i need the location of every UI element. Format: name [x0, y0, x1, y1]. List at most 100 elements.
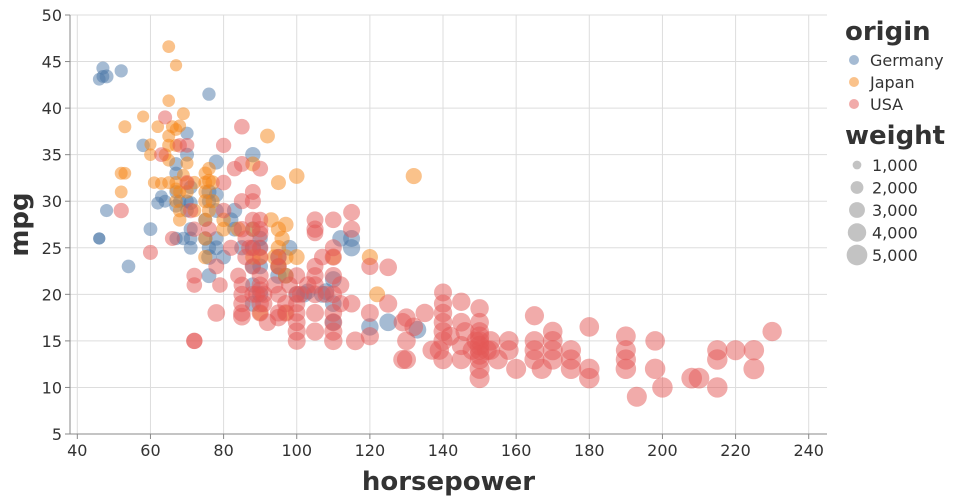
data-point-usa — [251, 267, 269, 285]
x-tick-label: 180 — [574, 441, 605, 460]
data-point-japan — [114, 185, 128, 199]
y-axis-title: mpg — [5, 192, 35, 256]
data-point-usa — [404, 317, 424, 337]
data-point-usa — [306, 224, 324, 242]
y-tick-label: 50 — [42, 6, 62, 25]
data-point-japan — [162, 40, 176, 54]
data-point-usa — [524, 306, 545, 326]
data-point-usa — [317, 285, 335, 303]
data-point-usa — [524, 331, 545, 351]
y-tick-label: 25 — [42, 239, 62, 258]
data-point-usa — [306, 303, 324, 322]
data-point-usa — [222, 239, 239, 256]
x-tick-label: 220 — [720, 441, 751, 460]
data-point-usa — [251, 225, 269, 243]
data-point-japan — [151, 120, 165, 134]
data-point-usa — [186, 332, 203, 350]
x-tick-label: 100 — [281, 441, 312, 460]
data-point-usa — [234, 118, 250, 135]
data-point-germany — [99, 203, 114, 218]
color-legend-title: origin — [845, 17, 931, 47]
x-tick-label: 80 — [213, 441, 233, 460]
y-tick-label: 35 — [42, 146, 62, 165]
data-point-usa — [560, 358, 582, 380]
x-tick-label: 240 — [793, 441, 824, 460]
data-point-germany — [121, 259, 136, 274]
data-point-usa — [208, 258, 225, 275]
x-tick-label: 200 — [647, 441, 678, 460]
legend-label-usa: USA — [870, 95, 903, 114]
data-point-japan — [137, 110, 150, 123]
size-legend-title: weight — [845, 121, 945, 151]
data-point-usa — [626, 386, 647, 407]
data-point-usa — [244, 193, 261, 210]
data-point-germany — [183, 240, 198, 255]
data-point-usa — [252, 160, 269, 177]
data-point-usa — [470, 312, 489, 332]
data-point-usa — [113, 202, 129, 219]
data-point-usa — [324, 248, 342, 266]
size-legend-label: 1,000 — [872, 156, 918, 175]
data-point-usa — [397, 331, 416, 351]
data-point-germany — [143, 222, 158, 237]
data-point-usa — [506, 358, 527, 379]
axes: 40 60 80 100 120 140 160 180 200 220 240 5 10 15 20 25 3… — [42, 6, 827, 460]
size-legend-symbol — [852, 160, 862, 170]
data-point-usa — [298, 276, 317, 294]
y-tick-label: 20 — [42, 285, 62, 304]
data-point-japan — [270, 175, 286, 191]
data-point-usa — [215, 174, 232, 191]
data-point-usa — [342, 220, 361, 238]
data-point-usa — [579, 317, 600, 337]
data-point-japan — [405, 168, 422, 185]
data-point-japan — [162, 94, 176, 107]
legend-label-japan: Japan — [869, 73, 915, 92]
data-point-germany — [99, 69, 114, 84]
data-point-usa — [360, 327, 379, 346]
data-point-japan — [144, 148, 157, 161]
data-point-japan — [176, 107, 190, 121]
data-point-usa — [179, 137, 195, 153]
x-axis-title: horsepower — [362, 467, 535, 497]
data-point-usa — [743, 358, 765, 380]
data-point-usa — [360, 303, 379, 322]
data-point-japan — [144, 138, 157, 151]
data-point-usa — [154, 147, 169, 163]
data-point-usa — [433, 349, 453, 370]
data-point-usa — [361, 257, 379, 276]
size-legend-label: 2,000 — [872, 179, 918, 198]
data-point-japan — [202, 161, 216, 176]
data-point-usa — [179, 175, 195, 191]
data-point-usa — [652, 377, 673, 398]
data-point-usa — [332, 295, 350, 313]
data-point-usa — [707, 377, 728, 398]
data-point-usa — [434, 283, 452, 302]
data-point-usa — [499, 331, 519, 351]
data-point-usa — [415, 303, 434, 323]
data-point-usa — [379, 294, 398, 313]
data-point-usa — [725, 340, 746, 361]
data-point-usa — [215, 202, 232, 219]
y-tick-label: 5 — [52, 425, 62, 444]
data-point-japan — [180, 156, 194, 170]
data-point-usa — [743, 339, 765, 361]
data-point-usa — [615, 326, 636, 347]
size-legend-symbol — [847, 223, 867, 242]
data-point-usa — [560, 340, 582, 361]
legend-swatch-usa — [849, 99, 859, 109]
data-point-germany — [93, 232, 106, 245]
data-point-usa — [466, 331, 486, 351]
y-tick-label: 40 — [42, 99, 62, 118]
data-point-usa — [142, 244, 158, 260]
data-points — [92, 40, 782, 407]
x-tick-label: 120 — [355, 441, 386, 460]
size-legend-symbol — [846, 244, 868, 266]
data-point-japan — [216, 221, 231, 237]
data-point-usa — [542, 321, 563, 342]
data-point-usa — [212, 277, 228, 293]
legend-swatch-japan — [849, 77, 859, 87]
data-point-japan — [205, 175, 220, 190]
data-point-usa — [707, 340, 728, 361]
legend: origin weight Germany Japan USA 1,000 2,000 3… — [845, 17, 945, 266]
